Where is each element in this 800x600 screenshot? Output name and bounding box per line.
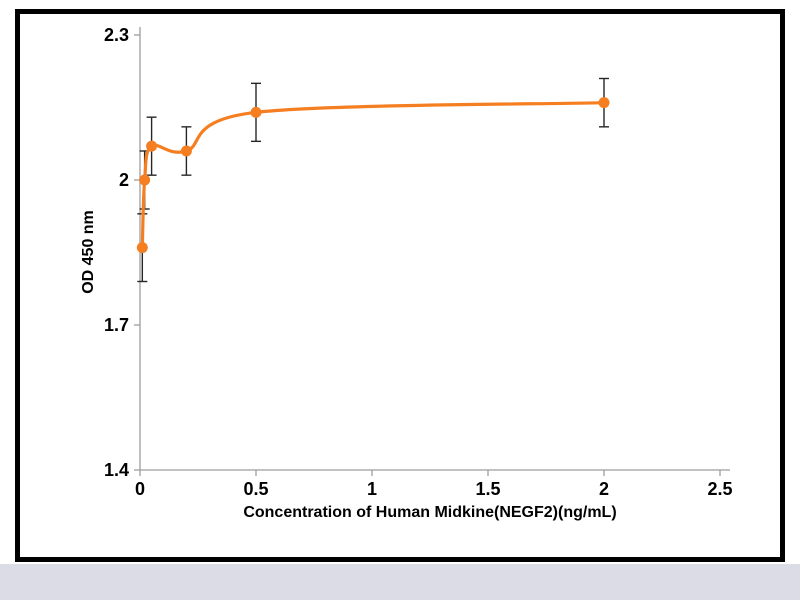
series-line <box>140 101 606 250</box>
x-tick-label: 2 <box>599 479 609 499</box>
data-point-marker <box>136 242 148 254</box>
bottom-margin-strip <box>0 564 800 600</box>
chart-frame: 1.4 1.7 2 2.3 0 0.5 1 1.5 2 2.5 OD 450 nm Concent… <box>15 9 785 562</box>
y-tick-label: 2 <box>119 170 129 190</box>
x-tick-label: 2.5 <box>707 479 732 499</box>
data-point-marker <box>598 97 610 109</box>
chart-plot-area: 1.4 1.7 2 2.3 0 0.5 1 1.5 2 2.5 <box>104 25 733 499</box>
data-point-marker <box>146 140 158 152</box>
x-tick-label: 0 <box>135 479 145 499</box>
x-tick-label: 1.5 <box>475 479 500 499</box>
y-axis-title: OD 450 nm <box>80 210 97 294</box>
y-tick-label: 1.7 <box>104 315 129 335</box>
data-point-marker <box>180 145 192 157</box>
x-axis-title: Concentration of Human Midkine(NEGF2)(ng… <box>243 504 616 521</box>
x-tick-label: 1 <box>367 479 377 499</box>
y-tick-label: 2.3 <box>104 25 129 45</box>
data-point-marker <box>139 174 151 186</box>
data-point-marker <box>250 106 262 118</box>
x-tick-label: 0.5 <box>243 479 268 499</box>
elisa-dose-response-chart: 1.4 1.7 2 2.3 0 0.5 1 1.5 2 2.5 OD 450 nm Concent… <box>80 25 733 521</box>
y-tick-label: 1.4 <box>104 460 129 480</box>
